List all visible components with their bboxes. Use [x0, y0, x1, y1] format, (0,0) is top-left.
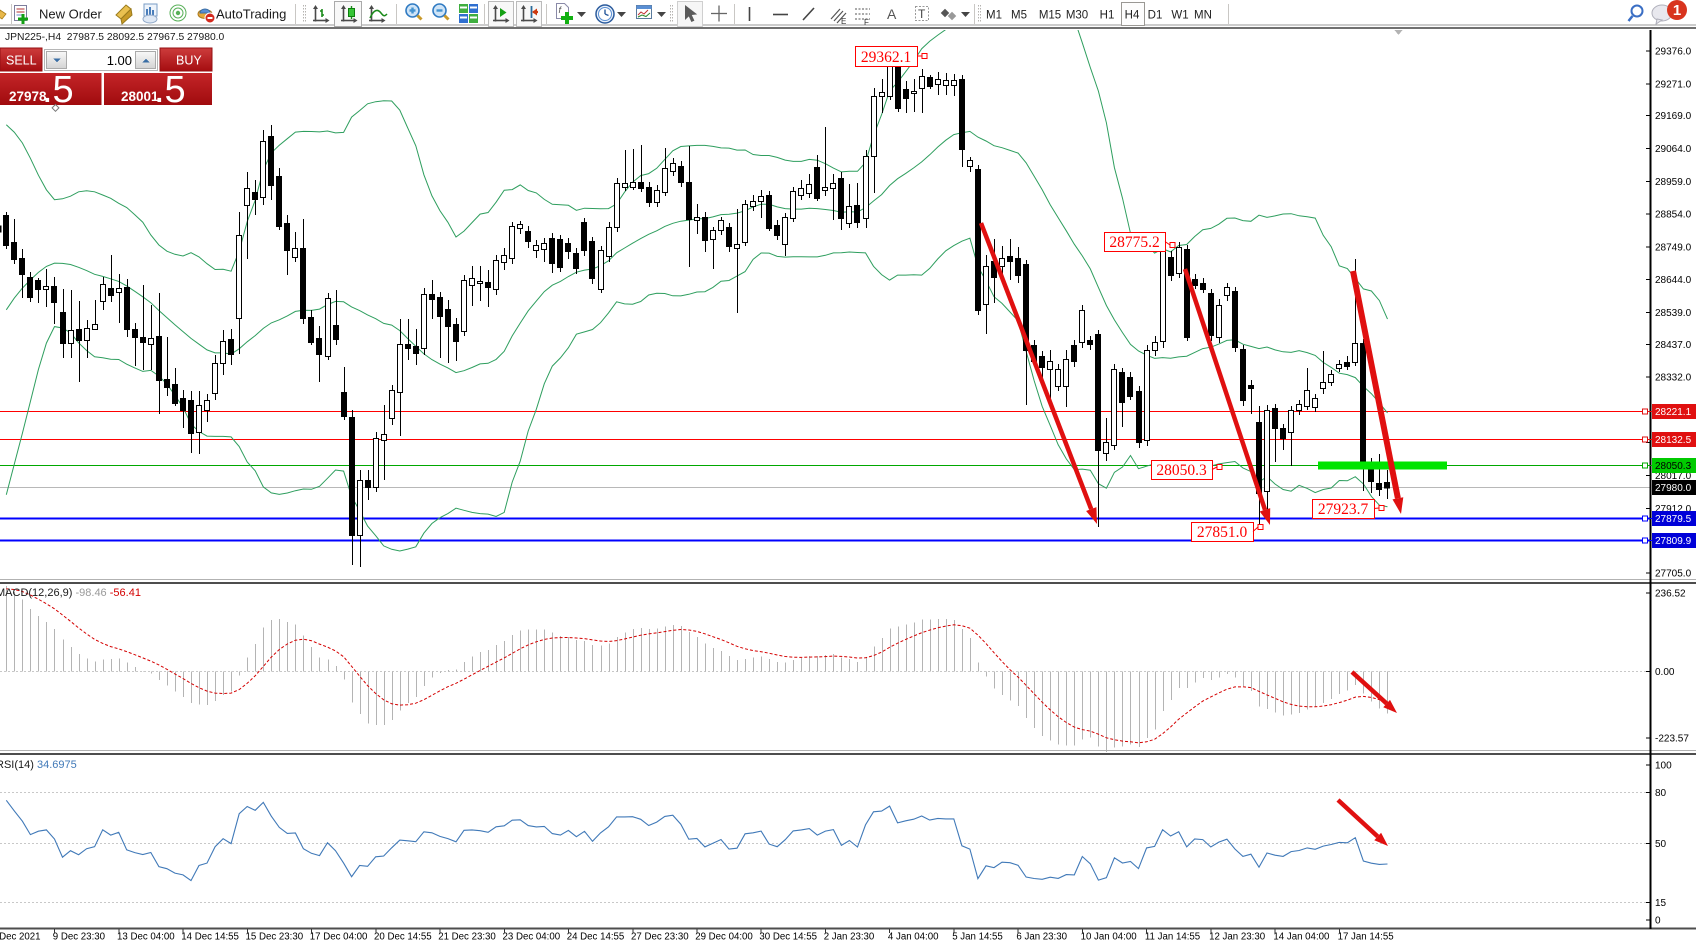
svg-text:H4: H4	[1125, 10, 1140, 22]
svg-text:27879.5: 27879.5	[1655, 514, 1692, 525]
svg-text:28050.3: 28050.3	[1655, 461, 1692, 472]
svg-text:28132.5: 28132.5	[1655, 435, 1692, 446]
svg-text:23 Dec 04:00: 23 Dec 04:00	[503, 932, 561, 942]
svg-text:27705.0: 27705.0	[1655, 569, 1692, 580]
svg-text:50: 50	[1655, 839, 1667, 850]
svg-text:28775.2: 28775.2	[1109, 234, 1159, 251]
svg-text:M1: M1	[986, 10, 1002, 22]
svg-text:30 Dec 14:55: 30 Dec 14:55	[759, 932, 817, 942]
svg-text:New Order: New Order	[39, 7, 103, 22]
svg-text:.5: .5	[42, 69, 74, 111]
svg-text:80: 80	[1655, 788, 1667, 799]
svg-text:29064.0: 29064.0	[1655, 144, 1692, 155]
svg-text:28959.0: 28959.0	[1655, 177, 1692, 188]
svg-text:AutoTrading: AutoTrading	[216, 7, 286, 22]
svg-text:17 Jan 14:55: 17 Jan 14:55	[1338, 932, 1394, 942]
svg-text:6 Jan 23:30: 6 Jan 23:30	[1016, 932, 1067, 942]
svg-text:29271.0: 29271.0	[1655, 79, 1692, 90]
svg-text:A: A	[887, 6, 897, 22]
svg-text:28332.0: 28332.0	[1655, 373, 1692, 384]
svg-text:14 Dec 14:55: 14 Dec 14:55	[181, 932, 239, 942]
svg-text:-223.57: -223.57	[1655, 734, 1689, 745]
svg-text:10 Jan 04:00: 10 Jan 04:00	[1081, 932, 1138, 942]
svg-text:27912.0: 27912.0	[1655, 504, 1692, 515]
svg-text:2 Jan 23:30: 2 Jan 23:30	[824, 932, 875, 942]
svg-text:1: 1	[1673, 2, 1681, 19]
svg-text:27923.7: 27923.7	[1318, 501, 1369, 518]
svg-text:17 Dec 04:00: 17 Dec 04:00	[310, 932, 368, 942]
svg-text:28001: 28001	[121, 89, 159, 104]
svg-text:15 Dec 23:30: 15 Dec 23:30	[246, 932, 304, 942]
svg-text:236.52: 236.52	[1655, 589, 1686, 600]
svg-text:0: 0	[1655, 916, 1661, 927]
svg-text:11 Jan 14:55: 11 Jan 14:55	[1145, 932, 1200, 942]
svg-text:H1: H1	[1100, 10, 1115, 22]
svg-text:0.00: 0.00	[1655, 667, 1675, 678]
svg-text:15: 15	[1655, 898, 1667, 909]
svg-text:5 Jan 14:55: 5 Jan 14:55	[952, 932, 1003, 942]
svg-text:W1: W1	[1171, 10, 1188, 22]
svg-text:M30: M30	[1066, 10, 1088, 22]
svg-text:20 Dec 14:55: 20 Dec 14:55	[374, 932, 432, 942]
svg-text:27809.9: 27809.9	[1655, 536, 1692, 547]
svg-text:F: F	[864, 18, 869, 27]
svg-text:JPN225-,H4 27987.5 28092.5 27: JPN225-,H4 27987.5 28092.5 27967.5 27980…	[5, 32, 225, 43]
svg-text:28854.0: 28854.0	[1655, 210, 1692, 221]
svg-text:M5: M5	[1011, 10, 1027, 22]
svg-text:28539.0: 28539.0	[1655, 308, 1692, 319]
svg-text:14 Jan 04:00: 14 Jan 04:00	[1273, 932, 1330, 942]
svg-text:4 Jan 04:00: 4 Jan 04:00	[888, 932, 939, 942]
svg-text:29 Dec 04:00: 29 Dec 04:00	[695, 932, 753, 942]
svg-text:28017.0: 28017.0	[1655, 471, 1692, 482]
svg-text:MN: MN	[1194, 10, 1212, 22]
svg-text:29362.1: 29362.1	[861, 49, 911, 66]
svg-text:SELL: SELL	[6, 54, 37, 68]
svg-text:1.00: 1.00	[107, 53, 132, 68]
svg-text:28050.3: 28050.3	[1156, 462, 1207, 479]
svg-text:21 Dec 23:30: 21 Dec 23:30	[438, 932, 496, 942]
svg-text:24 Dec 14:55: 24 Dec 14:55	[567, 932, 625, 942]
svg-text:13 Dec 04:00: 13 Dec 04:00	[117, 932, 175, 942]
svg-text:T: T	[918, 7, 926, 21]
svg-text:28644.0: 28644.0	[1655, 275, 1692, 286]
svg-text:MACD(12,26,9) -98.46 -56.41: MACD(12,26,9) -98.46 -56.41	[0, 587, 141, 599]
svg-text:.5: .5	[154, 69, 186, 111]
svg-text:27980.0: 27980.0	[1655, 483, 1692, 494]
svg-text:E: E	[841, 17, 846, 26]
svg-text:27851.0: 27851.0	[1197, 524, 1248, 541]
svg-text:BUY: BUY	[176, 54, 202, 68]
svg-text:12 Jan 23:30: 12 Jan 23:30	[1209, 932, 1266, 942]
svg-text:27978: 27978	[9, 89, 47, 104]
svg-text:100: 100	[1655, 761, 1672, 772]
svg-text:9 Dec 23:30: 9 Dec 23:30	[53, 932, 106, 942]
svg-text:29376.0: 29376.0	[1655, 47, 1692, 58]
svg-text:RSI(14) 34.6975: RSI(14) 34.6975	[0, 759, 77, 771]
svg-text:8 Dec 2021: 8 Dec 2021	[0, 932, 41, 942]
svg-text:D1: D1	[1148, 10, 1163, 22]
svg-text:28749.0: 28749.0	[1655, 242, 1692, 253]
svg-text:M15: M15	[1039, 10, 1061, 22]
svg-text:28221.1: 28221.1	[1655, 407, 1692, 418]
svg-text:27 Dec 23:30: 27 Dec 23:30	[631, 932, 689, 942]
svg-text:28437.0: 28437.0	[1655, 340, 1692, 351]
svg-text:f: f	[559, 5, 563, 15]
svg-text:29169.0: 29169.0	[1655, 111, 1692, 122]
